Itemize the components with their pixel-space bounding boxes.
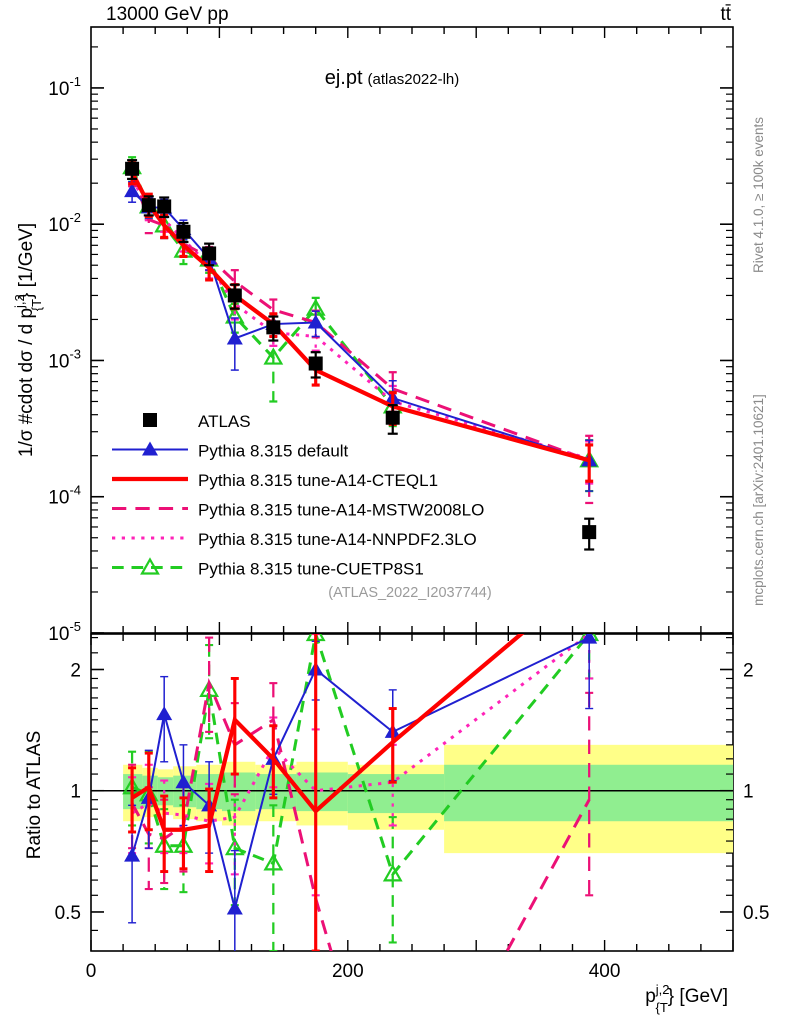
y-tick-exponent: -5	[69, 619, 81, 634]
legend-label: Pythia 8.315 default	[198, 442, 349, 461]
legend-entry-5[interactable]: Pythia 8.315 tune-CUETP8S1	[112, 557, 424, 579]
series-marker	[226, 330, 243, 345]
atlas-marker	[157, 199, 172, 214]
y-axis-label-sup: j,2	[12, 294, 27, 309]
ratio-y-tick-label: 2	[70, 660, 81, 681]
y-tick-exponent: -1	[69, 74, 81, 89]
ratio-marker	[124, 847, 141, 862]
ratio-marker	[156, 706, 173, 721]
legend-entry-1[interactable]: Pythia 8.315 default	[112, 441, 349, 461]
y-axis-tick-label: 10-1	[48, 74, 81, 100]
y-tick-exponent: -4	[69, 483, 81, 498]
ratio-line	[131, 636, 590, 909]
main-series-layer	[122, 156, 600, 551]
legend-marker-triangle-open	[140, 557, 160, 575]
y-tick-exponent: -2	[69, 210, 81, 225]
y-axis-label-sub: {T	[29, 299, 44, 311]
x-axis-tick-label: 200	[332, 961, 364, 982]
y-axis-label-part1: 1/σ #cdot dσ / d p	[16, 308, 37, 457]
x-axis-label: pj,2 {T} [GeV]	[645, 982, 728, 1015]
legend-label: Pythia 8.315 tune-A14-NNPDF2.3LO	[198, 530, 477, 549]
atlas-marker	[582, 525, 597, 540]
ratio-marker	[382, 864, 403, 882]
ratio-y-tick-label-right: 0.5	[743, 903, 769, 924]
dataset-watermark: (ATLAS_2022_I2037744)	[328, 585, 491, 601]
y-tick-mantissa: 10	[48, 215, 69, 236]
x-axis-tick-label: 400	[589, 961, 621, 982]
atlas-marker	[125, 161, 140, 176]
legend-entry-0[interactable]: ATLAS	[143, 412, 251, 431]
ratio-series-layer	[122, 634, 600, 951]
series-line	[130, 171, 590, 463]
header-left-label: 13000 GeV pp	[106, 4, 229, 25]
legend-label: Pythia 8.315 tune-A14-MSTW2008LO	[198, 501, 484, 520]
y-axis-tick-label: 10-3	[48, 346, 81, 372]
ratio-y-tick-label: 1	[70, 782, 81, 803]
x-axis-label-sub: {T	[656, 1000, 668, 1015]
x-axis-label-tail: } [GeV]	[668, 986, 728, 1007]
legend-label: Pythia 8.315 tune-CUETP8S1	[198, 560, 424, 579]
ratio-line	[131, 634, 591, 878]
y-tick-mantissa: 10	[48, 488, 69, 509]
ratio-series-2	[128, 634, 525, 951]
series-line	[130, 178, 590, 461]
plot-title-sub: (atlas2022-lh)	[368, 71, 460, 88]
atlas-marker	[227, 288, 242, 303]
y-axis-label-part2: } [1/GeV]	[16, 223, 37, 299]
legend-entry-2[interactable]: Pythia 8.315 tune-A14-CTEQL1	[112, 471, 438, 490]
y-axis-tick-label: 10-2	[48, 210, 81, 236]
y-axis-tick-label: 10-5	[48, 619, 81, 645]
legend-entry-3[interactable]: Pythia 8.315 tune-A14-MSTW2008LO	[112, 501, 484, 520]
series-2	[128, 161, 594, 483]
ratio-marker	[175, 774, 192, 789]
legend-marker-square	[143, 413, 157, 427]
series-marker	[263, 347, 284, 365]
atlas-marker	[202, 246, 217, 261]
legend-label: ATLAS	[198, 412, 251, 431]
x-axis-tick-label: 0	[86, 961, 97, 982]
y-tick-mantissa: 10	[48, 624, 69, 645]
y-axis-tick-label: 10-4	[48, 483, 81, 509]
side-label-rivet: Rivet 4.1.0, ≥ 100k events	[751, 117, 766, 273]
x-axis-label-sup: j,2	[655, 982, 670, 997]
series-4	[128, 167, 594, 485]
y-tick-exponent: -3	[69, 346, 81, 361]
atlas-marker	[385, 410, 400, 425]
plot-title-main: ej.pt	[325, 67, 363, 89]
series-line	[131, 190, 590, 462]
series-atlas	[125, 159, 597, 551]
ratio-line	[130, 634, 525, 832]
legend-label: Pythia 8.315 tune-A14-CTEQL1	[198, 471, 438, 490]
y-tick-mantissa: 10	[48, 351, 69, 372]
atlas-marker	[141, 198, 156, 213]
ratio-y-tick-label: 0.5	[55, 903, 81, 924]
ratio-marker	[226, 900, 243, 915]
atlas-marker	[266, 320, 281, 335]
legend-entry-4[interactable]: Pythia 8.315 tune-A14-NNPDF2.3LO	[112, 530, 477, 549]
ratio-y-tick-label-right: 2	[743, 660, 754, 681]
side-label-mcplots: mcplots.cern.ch [arXiv:2401.10621]	[751, 394, 766, 606]
y-axis-label-main: 1/σ #cdot dσ / d pj,2 {T} [1/GeV]	[12, 223, 44, 457]
series-line	[130, 166, 590, 462]
series-marker	[307, 314, 324, 329]
ratio-marker	[263, 853, 284, 871]
atlas-marker	[176, 224, 191, 239]
y-axis-label-ratio: Ratio to ATLAS	[24, 731, 45, 860]
plot-title: ej.pt (atlas2022-lh)	[325, 67, 460, 89]
ratio-y-tick-label-right: 1	[743, 782, 754, 803]
series-line	[130, 173, 590, 462]
header-right-label: tt̄	[720, 4, 731, 25]
legend-marker-triangle	[142, 441, 158, 456]
atlas-marker	[308, 356, 323, 371]
x-axis-label-base: p	[645, 986, 656, 1007]
y-tick-mantissa: 10	[48, 79, 69, 100]
series-marker	[124, 183, 141, 198]
ratio-marker	[581, 634, 598, 644]
